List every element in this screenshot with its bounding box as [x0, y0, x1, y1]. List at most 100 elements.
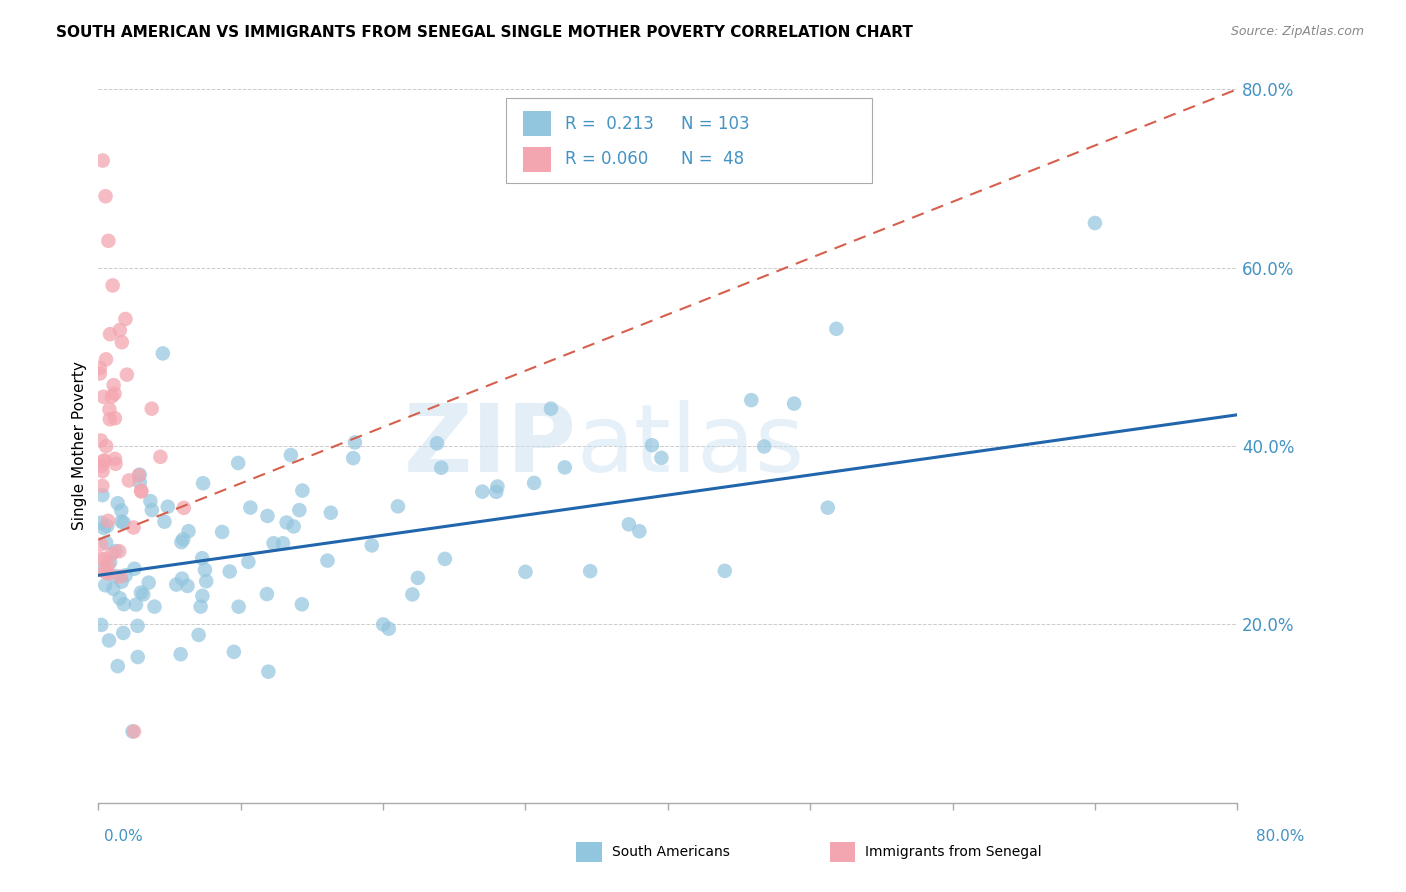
Point: [128, 467, 150, 482]
Point: [138, 575, 160, 590]
Point: [617, 517, 640, 532]
Point: [93, 390, 115, 404]
Point: [94, 578, 117, 592]
Point: [256, 508, 278, 523]
Point: [118, 474, 141, 488]
Point: [93, 565, 115, 579]
Point: [523, 475, 546, 490]
Point: [104, 544, 127, 558]
Point: [316, 553, 339, 567]
Point: [191, 476, 214, 491]
Point: [226, 456, 249, 470]
Point: [177, 524, 200, 538]
Point: [108, 591, 131, 606]
Point: [91, 153, 114, 168]
Text: N =  48: N = 48: [681, 150, 744, 168]
Point: [104, 411, 127, 425]
Point: [101, 278, 124, 293]
Point: [378, 622, 401, 636]
Point: [103, 582, 125, 596]
Point: [190, 599, 212, 614]
Point: [343, 435, 366, 450]
Point: [628, 524, 651, 539]
Text: Immigrants from Senegal: Immigrants from Senegal: [865, 845, 1042, 859]
Point: [107, 659, 129, 673]
Point: [714, 564, 737, 578]
Text: South Americans: South Americans: [612, 845, 730, 859]
Point: [94, 535, 117, 549]
Point: [112, 516, 135, 530]
Point: [97, 514, 120, 528]
Point: [139, 494, 162, 508]
Point: [211, 524, 233, 539]
Point: [98, 633, 121, 648]
Point: [112, 597, 135, 611]
Point: [373, 617, 395, 632]
Text: R = 0.060: R = 0.060: [565, 150, 648, 168]
Point: [165, 577, 187, 591]
Point: [430, 460, 453, 475]
Point: [152, 346, 174, 360]
Point: [114, 312, 136, 326]
Point: [129, 585, 152, 599]
Point: [90, 516, 112, 530]
Point: [129, 483, 152, 498]
Point: [195, 574, 218, 589]
Point: [817, 500, 839, 515]
Point: [128, 475, 150, 490]
Point: [103, 378, 125, 392]
Point: [132, 587, 155, 601]
Point: [93, 561, 115, 575]
Text: ZIP: ZIP: [404, 400, 576, 492]
Point: [486, 479, 509, 493]
Point: [143, 599, 166, 614]
Point: [387, 500, 409, 514]
Point: [360, 538, 382, 552]
Point: [280, 448, 302, 462]
Point: [319, 506, 342, 520]
Text: atlas: atlas: [576, 400, 806, 492]
Point: [129, 484, 152, 499]
Point: [94, 453, 117, 467]
Y-axis label: Single Mother Poverty: Single Mother Poverty: [72, 361, 87, 531]
Point: [127, 650, 149, 665]
Point: [104, 569, 127, 583]
Point: [96, 439, 118, 453]
Point: [122, 724, 145, 739]
Point: [222, 645, 245, 659]
Text: 80.0%: 80.0%: [1257, 830, 1305, 844]
Point: [108, 323, 131, 337]
Point: [104, 457, 127, 471]
Point: [342, 451, 364, 466]
Point: [1084, 216, 1107, 230]
Point: [141, 401, 163, 416]
Point: [187, 628, 209, 642]
Point: [170, 535, 193, 549]
Point: [98, 412, 121, 426]
Point: [641, 438, 664, 452]
Point: [783, 396, 806, 410]
Point: [228, 599, 250, 614]
Point: [170, 572, 193, 586]
Point: [485, 484, 508, 499]
Point: [271, 536, 294, 550]
Point: [263, 536, 285, 550]
Point: [239, 500, 262, 515]
Point: [149, 450, 172, 464]
Point: [101, 390, 124, 404]
Point: [191, 551, 214, 566]
Point: [122, 520, 145, 534]
Point: [153, 515, 176, 529]
Point: [825, 322, 848, 336]
Point: [401, 587, 423, 601]
Point: [111, 574, 134, 589]
Point: [104, 451, 127, 466]
Point: [540, 401, 562, 416]
Point: [554, 460, 576, 475]
Point: [426, 436, 449, 450]
Point: [98, 327, 121, 342]
Point: [256, 587, 278, 601]
Point: [406, 571, 429, 585]
Point: [96, 565, 118, 579]
Point: [579, 564, 602, 578]
